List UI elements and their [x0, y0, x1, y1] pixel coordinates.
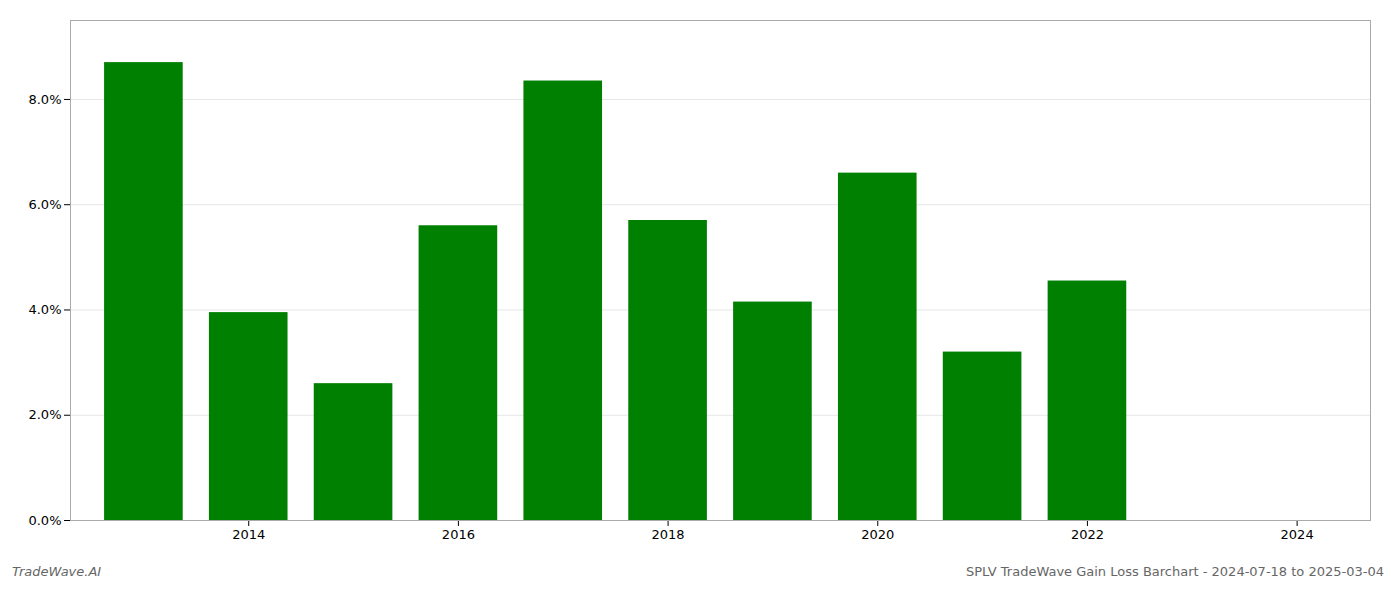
svg-text:2020: 2020: [861, 527, 894, 542]
svg-text:2.0%: 2.0%: [28, 407, 61, 422]
svg-text:2016: 2016: [442, 527, 475, 542]
svg-text:2024: 2024: [1281, 527, 1314, 542]
svg-text:2022: 2022: [1071, 527, 1104, 542]
svg-text:4.0%: 4.0%: [28, 302, 61, 317]
svg-text:8.0%: 8.0%: [28, 92, 61, 107]
svg-text:6.0%: 6.0%: [28, 197, 61, 212]
html-text:SPLV TradeWave Gain Loss Barch: SPLV TradeWave Gain Loss Barchart - 2024…: [965, 564, 1384, 579]
svg-text:2014: 2014: [232, 527, 265, 542]
html-text:TradeWave.AI: TradeWave.AI: [12, 564, 102, 579]
svg-text:2018: 2018: [652, 527, 685, 542]
svg-text:0.0%: 0.0%: [28, 513, 61, 528]
